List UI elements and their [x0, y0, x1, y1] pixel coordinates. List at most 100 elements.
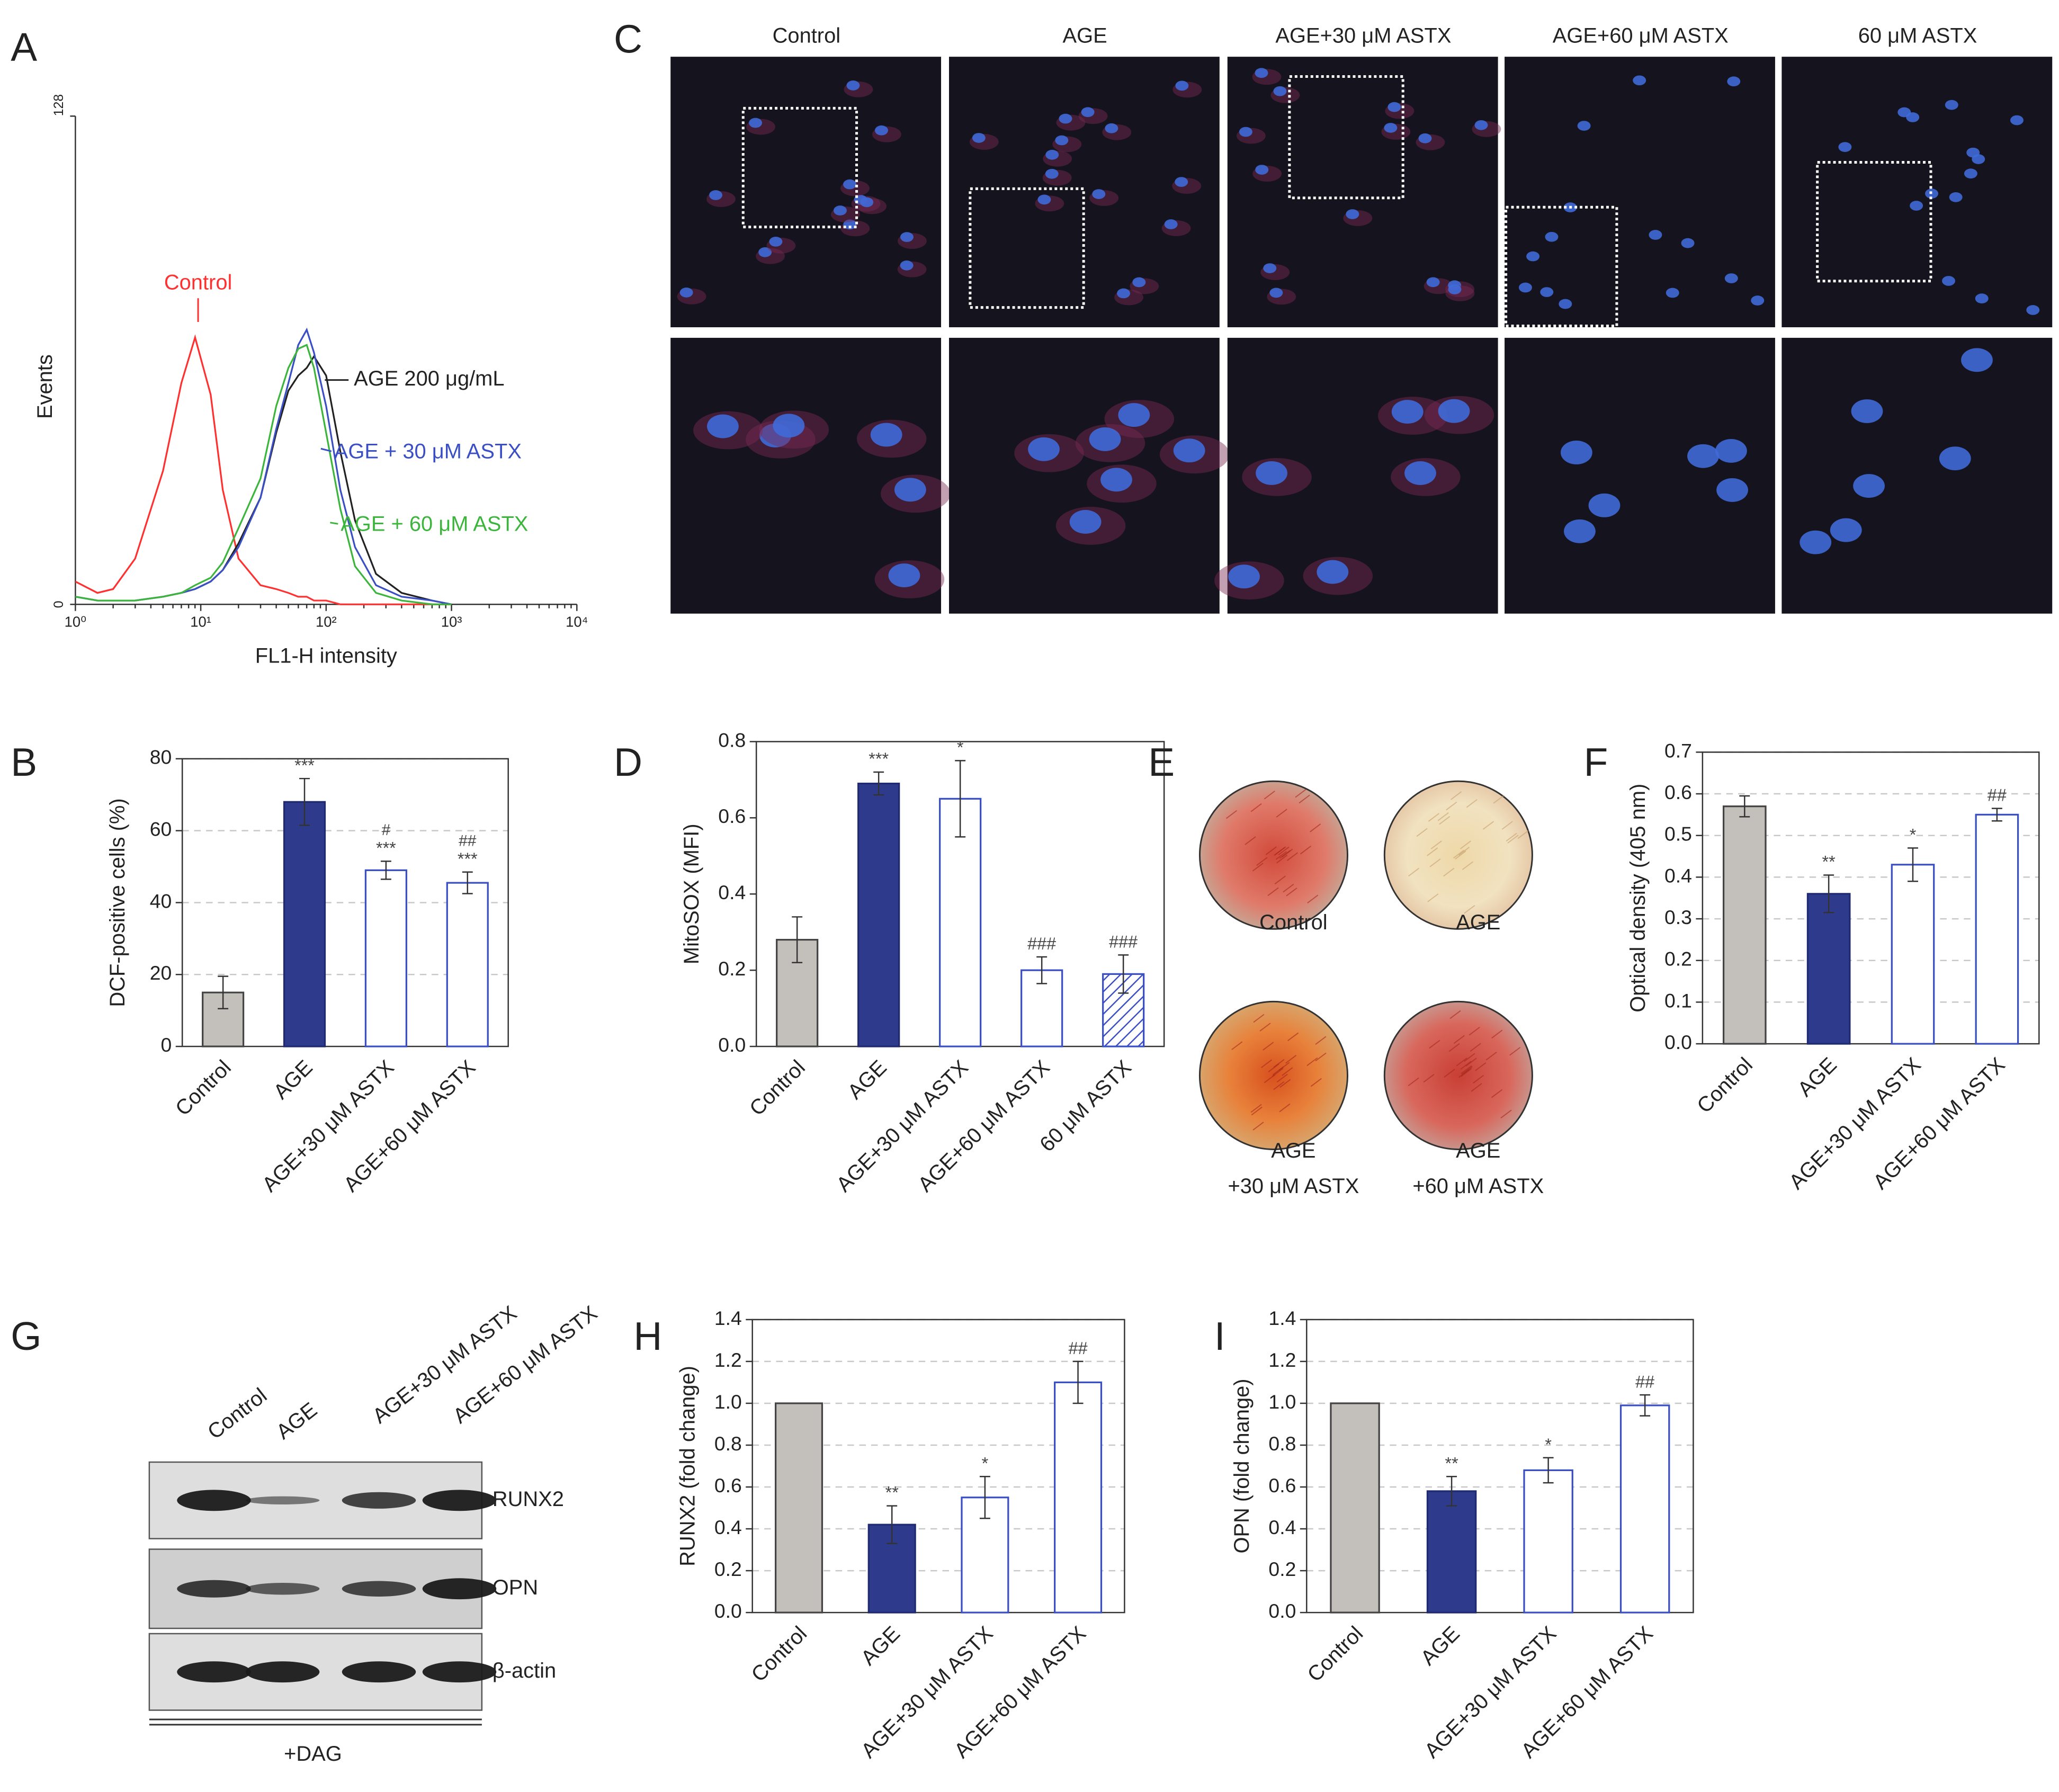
plot-frame: [751, 1319, 1125, 1614]
nucleus: [1564, 519, 1596, 543]
panel-label: I: [1214, 1314, 1225, 1358]
cell-streak: [1225, 810, 1238, 819]
cell-streak: [1299, 794, 1310, 804]
x-tick-label: Control: [745, 1056, 810, 1121]
plot-frame: [181, 758, 509, 1047]
y-tick-label: 0.0: [1664, 1031, 1692, 1053]
y-tick-label: 0.4: [718, 881, 746, 903]
x-tick-label: 10¹: [190, 613, 211, 630]
cell-streak: [1253, 1014, 1265, 1023]
cell-streak: [1473, 1074, 1484, 1084]
cell-streak: [1274, 875, 1286, 885]
nucleus: [1716, 478, 1748, 502]
nucleus: [1037, 194, 1051, 205]
cell-streak: [1279, 850, 1291, 859]
y-tick-label: 0.0: [1268, 1600, 1296, 1622]
y-tick-label: 0.6: [718, 805, 746, 827]
panel-label: D: [614, 740, 642, 784]
well-label: +60 μM ASTX: [1412, 1175, 1544, 1198]
y-tick-label: 0.6: [714, 1474, 742, 1497]
nucleus: [707, 414, 739, 438]
nucleus: [900, 232, 914, 242]
nucleus: [860, 197, 874, 208]
zoom-box: [1505, 205, 1618, 327]
cell-streak: [1267, 887, 1279, 897]
nucleus: [1164, 219, 1178, 229]
y-axis-label: Events: [33, 354, 57, 419]
cell-streak: [1460, 840, 1472, 849]
y-tick-label: 1.4: [714, 1307, 742, 1329]
panel-label: G: [11, 1314, 41, 1358]
nucleus: [900, 260, 914, 271]
cell-streak: [1315, 1036, 1327, 1045]
cell-streak: [1310, 823, 1321, 832]
cell-streak: [1250, 803, 1262, 812]
bar: [1330, 1402, 1380, 1614]
nucleus: [1255, 165, 1269, 175]
lane-label: Control: [203, 1384, 271, 1444]
nucleus: [769, 236, 783, 247]
micrograph: [1782, 337, 2053, 614]
cell-streak: [1458, 1069, 1470, 1078]
lane-label: AGE: [272, 1398, 321, 1444]
significance-label: ###: [1109, 933, 1138, 952]
y-tick-label: 0.6: [1664, 781, 1692, 803]
nucleus: [749, 118, 763, 128]
nucleus: [1089, 427, 1121, 451]
nucleus: [1273, 86, 1287, 96]
nucleus: [1577, 121, 1591, 131]
cell-streak: [1446, 801, 1457, 811]
y-tick-label: 0.2: [714, 1558, 742, 1580]
y-axis-label: DCF-positive cells (%): [106, 798, 129, 1007]
significance-label: **: [885, 1483, 899, 1502]
cell-streak: [1429, 1040, 1440, 1049]
x-tick-label: AGE: [856, 1622, 905, 1670]
x-tick-label: AGE: [1416, 1622, 1464, 1670]
nucleus: [1666, 288, 1679, 298]
y-tick-label: 1.2: [1268, 1349, 1296, 1371]
cell-streak: [1300, 845, 1312, 855]
nucleus: [679, 288, 693, 298]
significance-label: *: [957, 738, 964, 757]
nucleus: [1724, 273, 1738, 283]
cell-streak: [1282, 1067, 1293, 1076]
significance-label: #: [382, 821, 391, 839]
micrograph: [1782, 57, 2053, 327]
panel-label: A: [11, 24, 37, 69]
nucleus: [1173, 438, 1205, 463]
significance-label: ##: [1635, 1372, 1654, 1391]
cell-streak: [1310, 1078, 1322, 1087]
nucleus: [1830, 518, 1862, 542]
bar: [775, 1402, 823, 1614]
cell-streak: [1276, 809, 1287, 818]
series-label: AGE 200 μg/mL: [354, 367, 504, 390]
cell-streak: [1517, 830, 1529, 839]
blot-band: [422, 1661, 497, 1683]
significance-label: **: [1445, 1454, 1458, 1473]
x-tick-label: 10⁰: [65, 613, 86, 630]
nucleus: [1045, 168, 1059, 179]
cell-streak: [1408, 1077, 1419, 1087]
nucleus: [1949, 192, 1963, 202]
nucleus: [1964, 168, 1977, 179]
stained-well: [1198, 780, 1349, 930]
significance-label: *: [1545, 1435, 1552, 1454]
significance-label: ###: [1027, 934, 1056, 953]
x-tick-label: 10⁴: [566, 613, 588, 630]
nucleus: [1545, 231, 1559, 242]
cell-streak: [1250, 1104, 1262, 1113]
bar: [1619, 1404, 1670, 1614]
cell-streak: [1439, 816, 1451, 825]
stained-well: [1383, 780, 1533, 930]
y-tick-label: 0.4: [1268, 1516, 1296, 1538]
nucleus: [1540, 287, 1554, 297]
blot-band: [422, 1578, 497, 1600]
y-tick-label: 0.6: [1268, 1474, 1296, 1497]
column-header: AGE: [1063, 24, 1107, 47]
x-tick-label: 10²: [316, 613, 337, 630]
y-axis-label: Optical density (405 nm): [1626, 784, 1650, 1013]
well-label: Control: [1259, 911, 1328, 934]
nucleus: [1851, 399, 1883, 423]
nucleus: [1448, 284, 1462, 294]
